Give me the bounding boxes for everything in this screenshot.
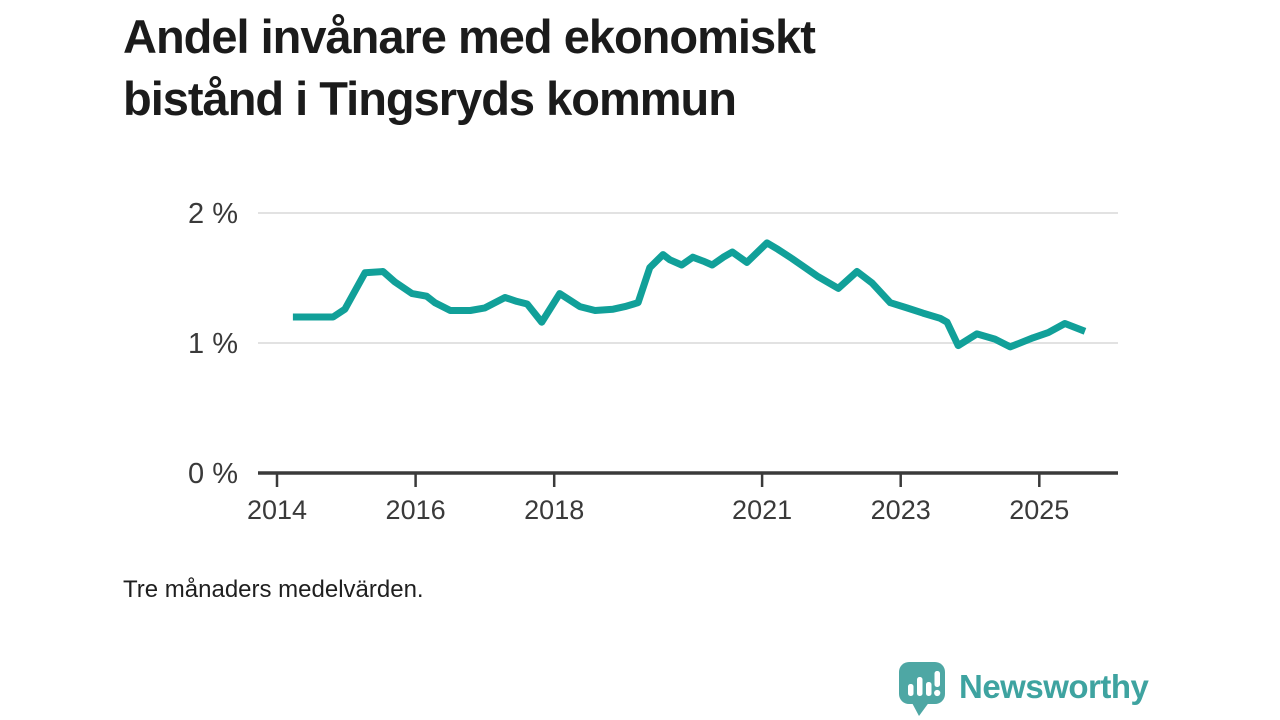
x-axis-tick-label: 2018 (524, 495, 584, 525)
speech-bubble-bar-chart-icon (899, 662, 945, 716)
page-title-line-1: Andel invånare med ekonomiskt (123, 10, 816, 63)
x-axis-tick-label: 2023 (871, 495, 931, 525)
page-title: Andel invånare med ekonomiskt bistånd i … (123, 6, 1173, 130)
brand-name: Newsworthy (959, 668, 1149, 705)
x-axis-tick-label: 2025 (1009, 495, 1069, 525)
x-axis-tick-label: 2016 (386, 495, 446, 525)
page-title-line-2: bistånd i Tingsryds kommun (123, 72, 737, 125)
x-axis-tick-label: 2021 (732, 495, 792, 525)
brand-logo: Newsworthy (898, 661, 1149, 717)
trend-line (292, 239, 1087, 351)
y-axis-tick-label: 2 % (188, 198, 238, 230)
x-axis-tick-label: 2014 (247, 495, 307, 525)
y-axis-tick-label: 1 % (188, 328, 238, 360)
chart-footnote: Tre månaders medelvärden. (123, 576, 424, 603)
y-axis-tick-label: 0 % (188, 458, 238, 490)
